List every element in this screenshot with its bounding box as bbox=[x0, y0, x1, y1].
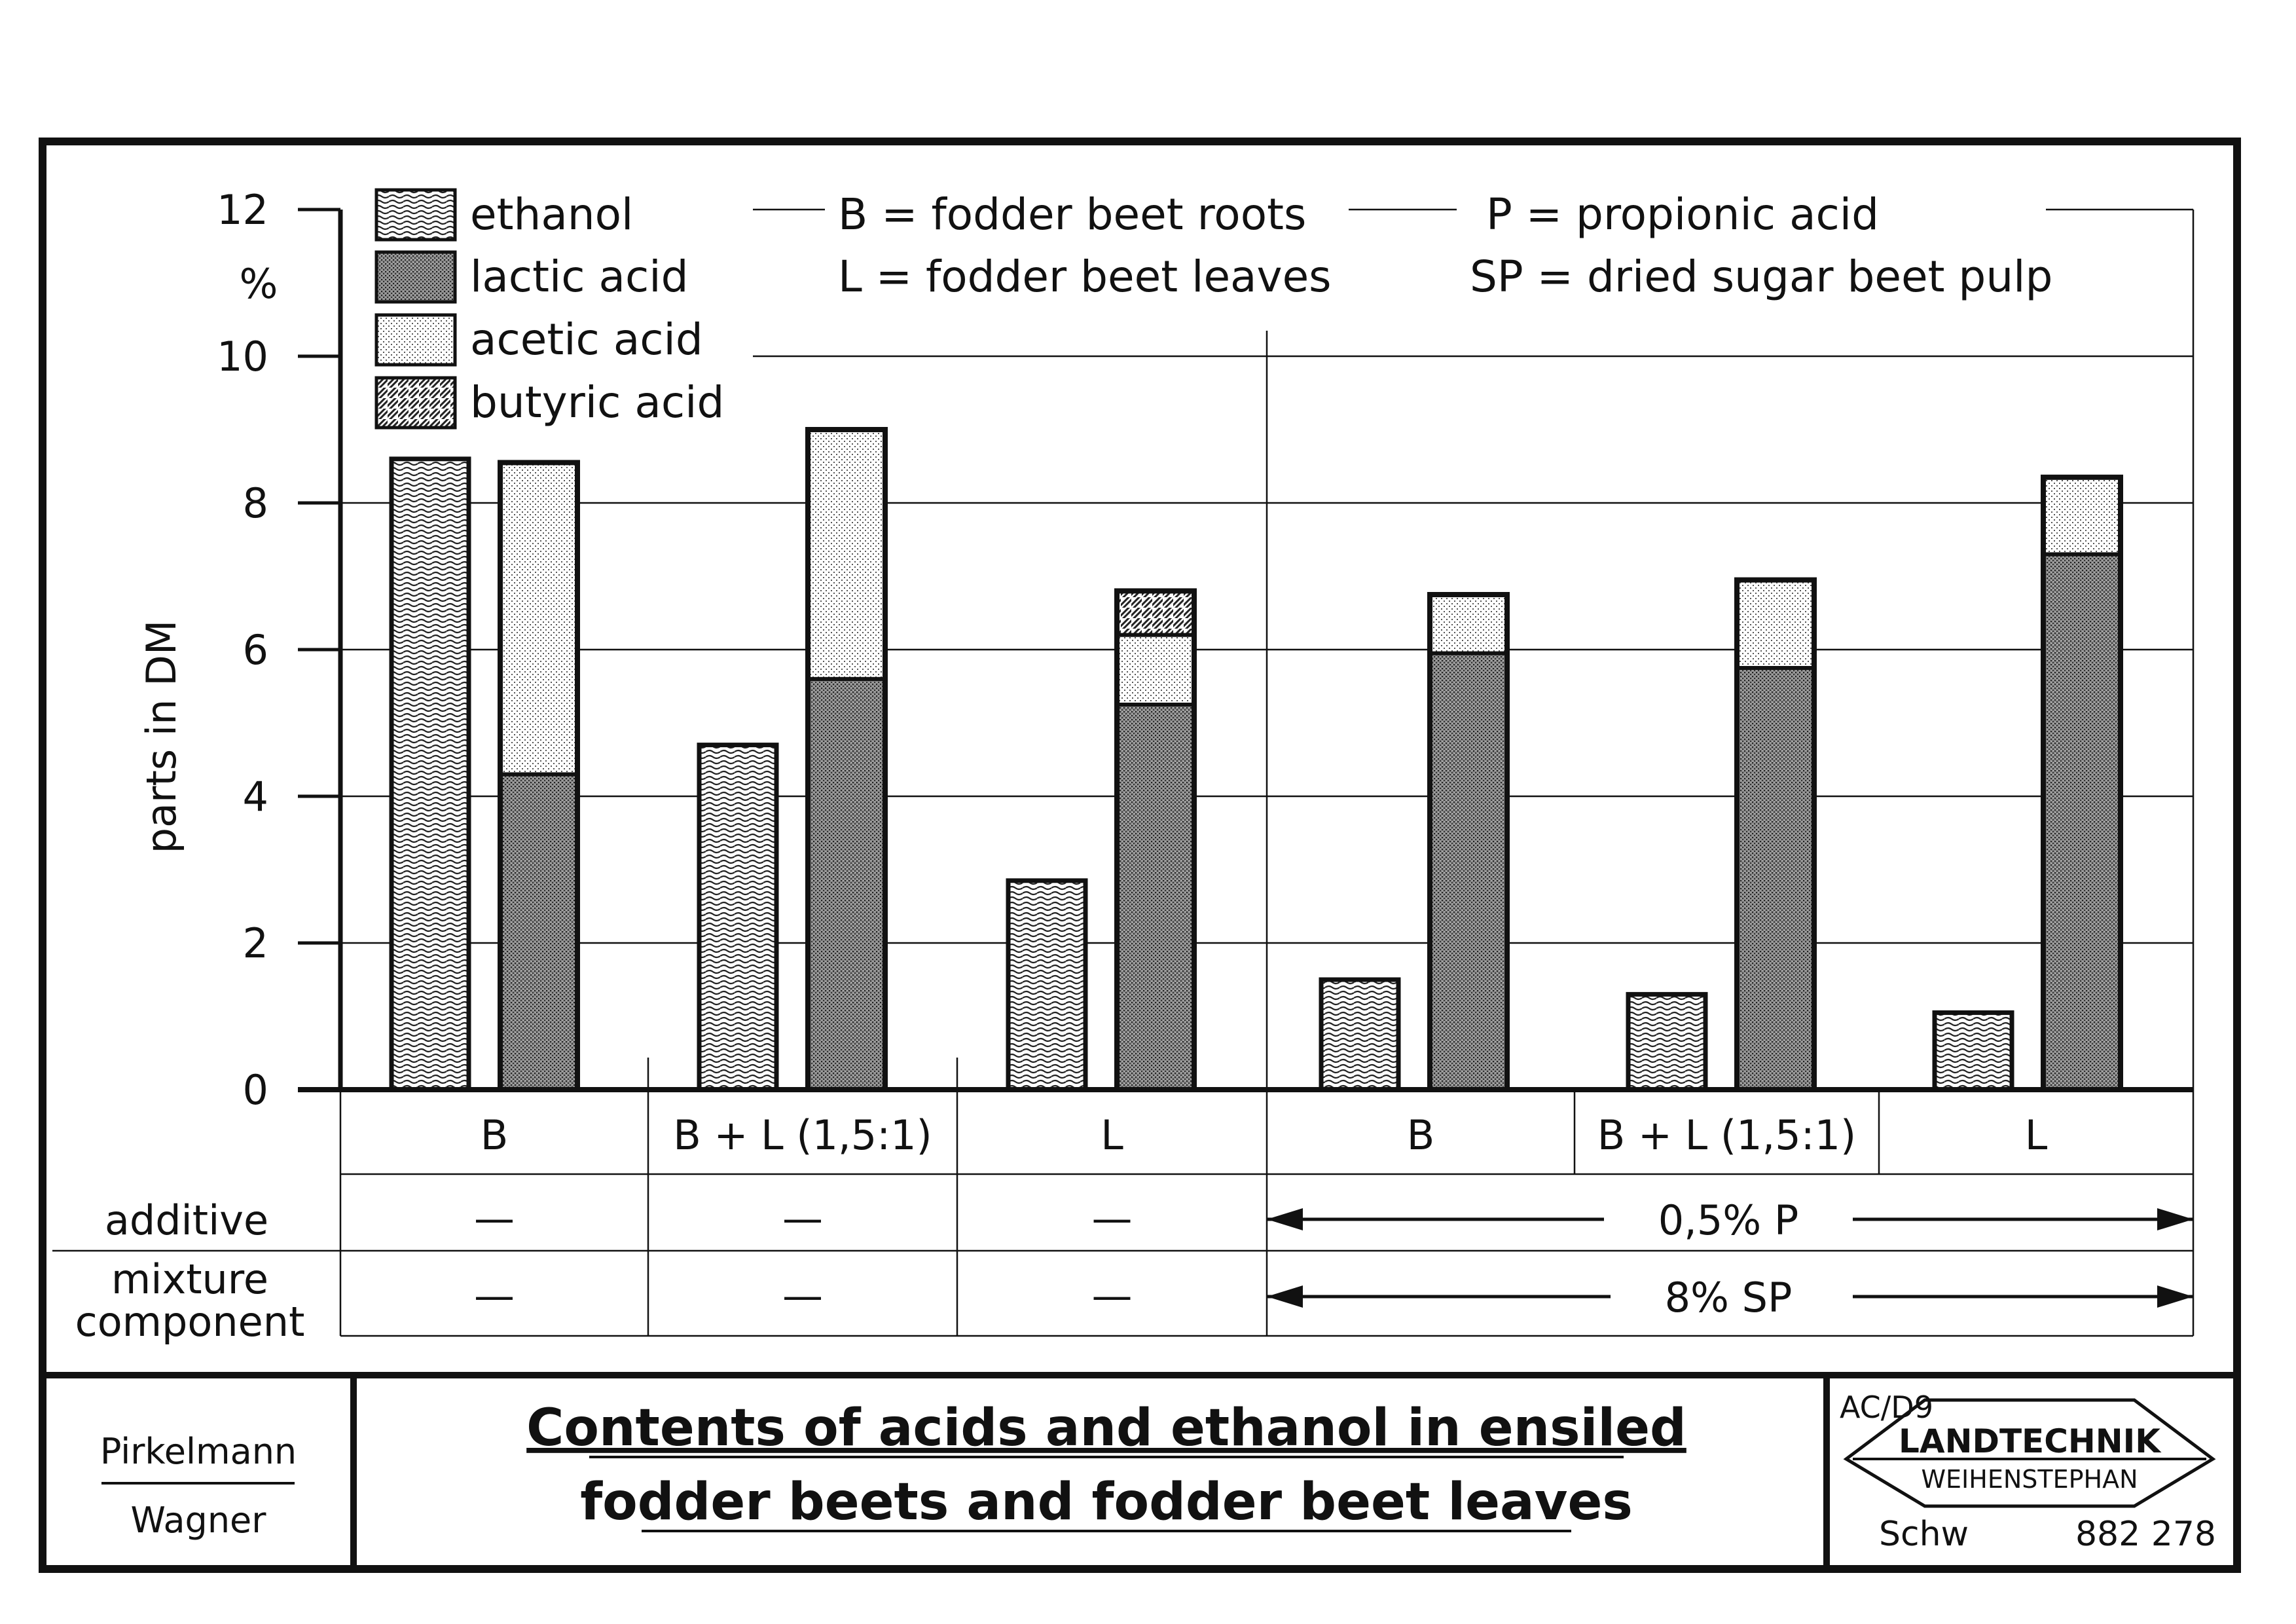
bar-ethanol-3 bbox=[1319, 977, 1401, 1092]
logo-text-2: WEIHENSTEPHAN bbox=[1921, 1465, 2138, 1494]
bar-lactic-3 bbox=[1428, 651, 1509, 1092]
bar-ethanol-5 bbox=[1932, 1010, 2014, 1092]
landtechnik-logo: LANDTECHNIK WEIHENSTEPHAN bbox=[1843, 1398, 2216, 1508]
bar-acetic-4 bbox=[1735, 578, 1816, 670]
additive-cell-1: — bbox=[782, 1194, 823, 1242]
legend-label-lactic: lactic acid bbox=[470, 251, 689, 302]
outer-frame bbox=[39, 138, 2241, 1573]
group-label-1: B + L (1,5:1) bbox=[673, 1111, 932, 1159]
bar-lactic-2 bbox=[1115, 703, 1196, 1092]
y-axis-label: parts in DM bbox=[137, 620, 185, 854]
bar-ethanol-2 bbox=[1006, 878, 1088, 1092]
legend-label-acetic: acetic acid bbox=[470, 314, 703, 365]
y-tick-label-2: 2 bbox=[243, 919, 268, 967]
logo-text-1: LANDTECHNIK bbox=[1899, 1422, 2162, 1460]
additive-cell-2: — bbox=[1092, 1194, 1133, 1242]
group-label-0: B bbox=[481, 1111, 509, 1159]
bar-ethanol-0 bbox=[389, 456, 471, 1092]
bar-lactic-4 bbox=[1735, 666, 1816, 1092]
y-unit: % bbox=[240, 260, 278, 308]
footer-title-1: Contents of acids and ethanol in ensiled bbox=[526, 1399, 1686, 1458]
y-tick-label-10: 10 bbox=[217, 333, 268, 380]
bar-butyric-2 bbox=[1115, 589, 1196, 637]
bar-acetic-5 bbox=[2041, 475, 2123, 557]
mixture-cell-1: — bbox=[782, 1272, 823, 1320]
bar-lactic-1 bbox=[806, 676, 887, 1092]
abbr-l: L = fodder beet leaves bbox=[838, 251, 1332, 302]
footer-title-2: fodder beets and fodder beet leaves bbox=[580, 1473, 1633, 1532]
additive-cell-0: — bbox=[474, 1194, 515, 1242]
row-label-additive: additive bbox=[105, 1196, 268, 1244]
bar-lactic-0 bbox=[498, 772, 579, 1092]
treated-mixture-label: 8% SP bbox=[1665, 1274, 1793, 1321]
bar-acetic-2 bbox=[1115, 633, 1196, 707]
footer-sign: Schw bbox=[1879, 1515, 1969, 1554]
y-tick-label-12: 12 bbox=[217, 186, 268, 234]
bar-lactic-5 bbox=[2041, 552, 2123, 1092]
group-label-2: L bbox=[1101, 1111, 1123, 1159]
bar-ethanol-4 bbox=[1626, 991, 1708, 1092]
plot-area: 0 2 4 6 8 10 12 B — — B + L (1,5:1) — — L — — B B + L (1,… bbox=[52, 186, 2195, 1337]
bar-acetic-0 bbox=[498, 460, 579, 777]
bar-ethanol-1 bbox=[697, 743, 779, 1092]
y-tick-label-4: 4 bbox=[243, 773, 268, 821]
bar-acetic-3 bbox=[1428, 593, 1509, 655]
row-label-mixture-1: mixture bbox=[111, 1255, 268, 1303]
mixture-cell-0: — bbox=[474, 1272, 515, 1320]
y-tick-label-8: 8 bbox=[243, 479, 268, 527]
mixture-cell-2: — bbox=[1092, 1272, 1133, 1320]
legend-swatch-lactic bbox=[374, 250, 457, 304]
footer-author-2: Wagner bbox=[131, 1500, 267, 1541]
abbr-b: B = fodder beet roots bbox=[838, 189, 1306, 240]
footer-author-1: Pirkelmann bbox=[100, 1431, 297, 1472]
legend: ethanol lactic acid acetic acid butyric … bbox=[374, 188, 724, 430]
legend-label-butyric: butyric acid bbox=[470, 377, 724, 428]
legend-swatch-butyric bbox=[374, 376, 457, 430]
footer-code: AC/D9 bbox=[1840, 1390, 1933, 1425]
group-label-3: B bbox=[1407, 1111, 1435, 1159]
y-tick-label-0: 0 bbox=[243, 1066, 268, 1114]
footer-number: 882 278 bbox=[2075, 1515, 2216, 1554]
treated-mixture: 8% SP bbox=[1267, 1274, 2193, 1321]
abbr-sp: SP = dried sugar beet pulp bbox=[1470, 251, 2052, 302]
treated-additive-label: 0,5% P bbox=[1658, 1196, 1799, 1244]
group-label-4: B + L (1,5:1) bbox=[1597, 1111, 1856, 1159]
abbr-p: P = propionic acid bbox=[1486, 189, 1879, 240]
group-label-5: L bbox=[2025, 1111, 2048, 1159]
treated-additive: 0,5% P bbox=[1267, 1196, 2193, 1244]
bar-acetic-1 bbox=[806, 428, 887, 681]
y-tick-label-6: 6 bbox=[243, 626, 268, 674]
legend-swatch-ethanol bbox=[374, 188, 457, 242]
row-label-mixture-2: component bbox=[75, 1298, 305, 1346]
legend-swatch-acetic bbox=[374, 313, 457, 367]
legend-label-ethanol: ethanol bbox=[470, 189, 633, 240]
